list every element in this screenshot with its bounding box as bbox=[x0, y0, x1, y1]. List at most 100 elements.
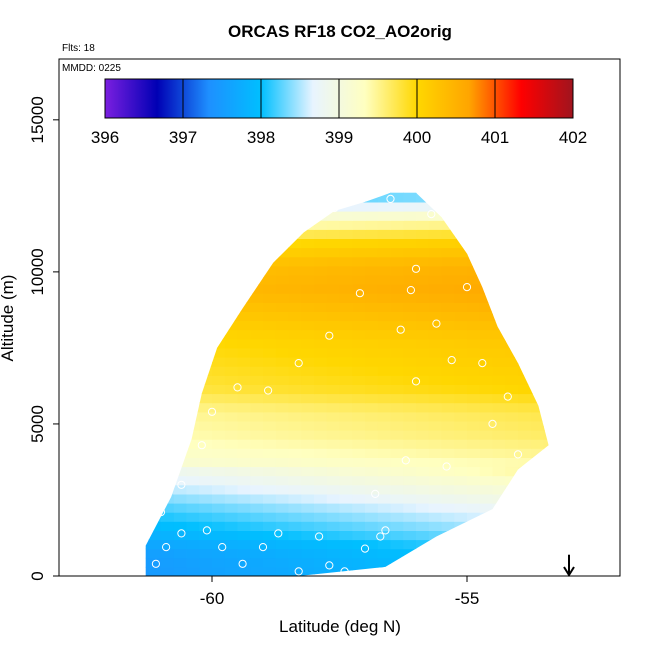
field-cell bbox=[288, 484, 302, 495]
field-cell bbox=[148, 539, 162, 550]
field-cell bbox=[441, 466, 455, 477]
field-cell bbox=[326, 302, 341, 312]
field-cell bbox=[326, 503, 341, 513]
field-cell bbox=[377, 439, 392, 449]
field-cell bbox=[377, 420, 392, 431]
field-cell bbox=[390, 347, 404, 358]
field-cell bbox=[441, 320, 455, 331]
field-cell bbox=[403, 475, 417, 486]
field-cell bbox=[339, 229, 353, 239]
field-cell bbox=[212, 430, 226, 440]
field-cell bbox=[416, 347, 430, 358]
field-cell bbox=[365, 548, 379, 559]
field-cell bbox=[390, 384, 404, 395]
observation-point bbox=[427, 210, 436, 219]
field-cell bbox=[186, 503, 200, 513]
field-cell bbox=[352, 320, 366, 331]
field-cell bbox=[390, 201, 404, 212]
field-cell bbox=[314, 366, 328, 376]
field-cell bbox=[454, 329, 468, 340]
field-cell bbox=[454, 420, 468, 431]
field-cell bbox=[224, 512, 239, 522]
field-cell bbox=[416, 530, 430, 541]
field-cell bbox=[454, 503, 468, 513]
field-cell bbox=[275, 512, 290, 522]
field-cell bbox=[212, 347, 226, 358]
observation-point bbox=[462, 283, 472, 292]
field-cell bbox=[428, 448, 443, 458]
field-cell bbox=[492, 366, 506, 376]
field-cell bbox=[301, 329, 315, 340]
field-cell bbox=[403, 220, 417, 230]
field-cell bbox=[326, 548, 341, 559]
field-cell bbox=[275, 530, 290, 541]
field-cell bbox=[365, 393, 379, 404]
field-cell bbox=[339, 357, 353, 367]
field-cell bbox=[186, 430, 200, 440]
field-cell bbox=[352, 503, 366, 513]
field-cell bbox=[416, 539, 430, 550]
field-cell bbox=[352, 430, 366, 440]
field-cell bbox=[314, 512, 328, 522]
field-cell bbox=[352, 302, 366, 312]
field-cell bbox=[365, 484, 379, 495]
field-cell bbox=[301, 375, 315, 385]
field-cell bbox=[263, 284, 277, 294]
field-cell bbox=[250, 466, 264, 477]
field-cell bbox=[365, 220, 379, 230]
field-cell bbox=[288, 238, 302, 249]
field-cell bbox=[224, 475, 239, 486]
field-cell bbox=[301, 311, 315, 322]
field-cell bbox=[199, 475, 213, 486]
field-cell bbox=[390, 503, 404, 513]
field-cell bbox=[301, 256, 315, 267]
field-cell bbox=[301, 475, 315, 486]
field-cell bbox=[314, 493, 328, 504]
colorbar-tick-label: 398 bbox=[247, 128, 275, 147]
field-cell bbox=[326, 420, 341, 431]
field-cell bbox=[314, 384, 328, 395]
field-cell bbox=[326, 539, 341, 550]
field-cell bbox=[390, 256, 404, 267]
field-cell bbox=[428, 338, 443, 349]
field-cell bbox=[365, 274, 379, 285]
colorbar-tick-label: 397 bbox=[169, 128, 197, 147]
field-cell bbox=[403, 201, 417, 212]
field-cell bbox=[339, 347, 353, 358]
field-cell bbox=[403, 420, 417, 431]
field-cell bbox=[263, 557, 277, 568]
field-cell bbox=[263, 539, 277, 550]
field-cell bbox=[212, 411, 226, 422]
field-cell bbox=[263, 375, 277, 385]
colorbar-tick-label: 400 bbox=[403, 128, 431, 147]
field-cell bbox=[275, 503, 290, 513]
field-cell bbox=[377, 274, 392, 285]
field-cell bbox=[288, 539, 302, 550]
field-cell bbox=[326, 320, 341, 331]
field-cell bbox=[454, 357, 468, 367]
field-cell bbox=[403, 229, 417, 239]
observation-point bbox=[325, 561, 334, 570]
field-cell bbox=[326, 384, 341, 395]
field-cell bbox=[339, 457, 353, 468]
field-cell bbox=[326, 338, 341, 349]
field-cell bbox=[224, 411, 239, 422]
field-cell bbox=[250, 311, 264, 322]
field-cell bbox=[377, 393, 392, 404]
field-cell bbox=[454, 274, 468, 285]
field-cell bbox=[492, 457, 506, 468]
field-cell bbox=[518, 384, 532, 395]
field-cell bbox=[224, 329, 239, 340]
field-cell bbox=[314, 503, 328, 513]
field-cell bbox=[454, 302, 468, 312]
field-cell bbox=[288, 274, 302, 285]
field-cell bbox=[416, 503, 430, 513]
field-cell bbox=[288, 320, 302, 331]
field-cell bbox=[441, 448, 455, 458]
observation-point bbox=[503, 392, 512, 401]
observation-point bbox=[274, 529, 283, 538]
field-cell bbox=[314, 393, 328, 404]
field-cell bbox=[390, 548, 404, 559]
field-cell bbox=[428, 366, 443, 376]
field-cell bbox=[441, 366, 455, 376]
